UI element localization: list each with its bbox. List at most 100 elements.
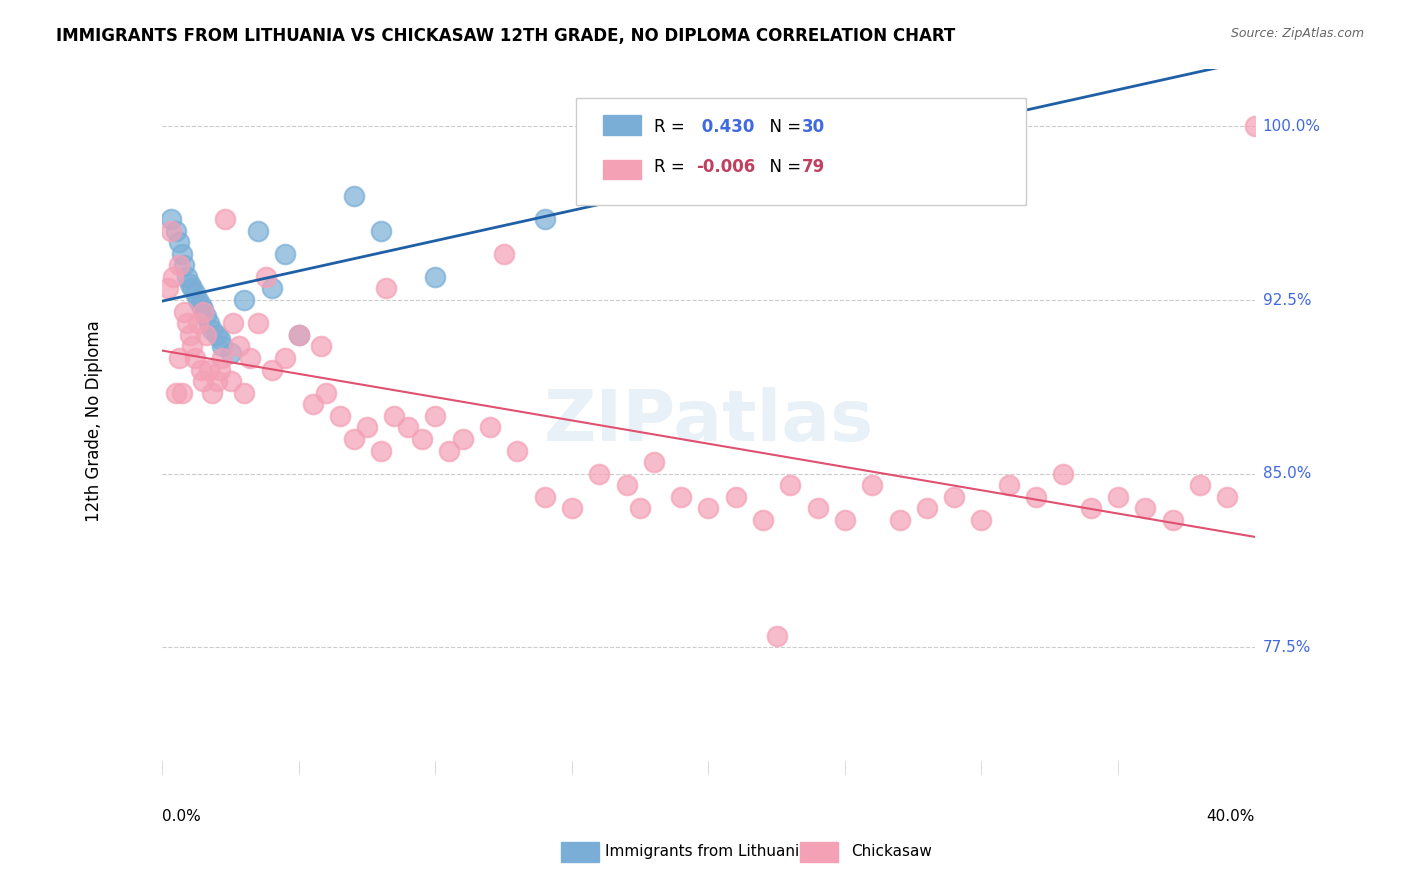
- Point: [375, 281, 398, 295]
- Point: [356, 420, 378, 434]
- Text: 77.5%: 77.5%: [1263, 640, 1310, 655]
- Point: [200, 385, 222, 400]
- Point: [765, 629, 787, 643]
- Point: [561, 501, 583, 516]
- Text: Chickasaw: Chickasaw: [851, 845, 932, 859]
- Point: [219, 346, 242, 360]
- Point: [246, 224, 269, 238]
- Point: [239, 351, 262, 365]
- Point: [193, 374, 215, 388]
- Point: [533, 212, 555, 227]
- Point: [162, 269, 184, 284]
- Text: 30: 30: [801, 118, 824, 136]
- Point: [198, 316, 221, 330]
- Point: [170, 385, 193, 400]
- Point: [179, 327, 201, 342]
- Point: [233, 293, 256, 307]
- Point: [211, 339, 233, 353]
- Point: [187, 316, 209, 330]
- Point: [288, 327, 311, 342]
- Point: [807, 501, 830, 516]
- Point: [479, 420, 502, 434]
- Point: [184, 286, 207, 301]
- Point: [425, 409, 447, 423]
- Text: 12th Grade, No Diploma: 12th Grade, No Diploma: [86, 321, 103, 523]
- Text: Immigrants from Lithuania: Immigrants from Lithuania: [605, 845, 808, 859]
- Point: [1161, 513, 1184, 527]
- Point: [274, 351, 297, 365]
- Point: [156, 281, 179, 295]
- Text: R =: R =: [654, 158, 690, 176]
- Point: [1135, 501, 1157, 516]
- Text: 85.0%: 85.0%: [1263, 467, 1310, 481]
- Point: [1025, 490, 1047, 504]
- Point: [208, 362, 231, 376]
- Point: [254, 269, 277, 284]
- Point: [190, 362, 212, 376]
- Point: [301, 397, 323, 411]
- Point: [159, 224, 181, 238]
- Point: [889, 120, 911, 134]
- Point: [200, 323, 222, 337]
- Point: [274, 246, 297, 260]
- Text: 40.0%: 40.0%: [1206, 809, 1254, 824]
- Text: 92.5%: 92.5%: [1263, 293, 1312, 308]
- Text: ZIPatlas: ZIPatlas: [543, 387, 873, 456]
- Point: [260, 362, 283, 376]
- Point: [451, 432, 474, 446]
- Point: [246, 316, 269, 330]
- Text: 79: 79: [801, 158, 825, 176]
- Text: 100.0%: 100.0%: [1263, 119, 1320, 134]
- Text: IMMIGRANTS FROM LITHUANIA VS CHICKASAW 12TH GRADE, NO DIPLOMA CORRELATION CHART: IMMIGRANTS FROM LITHUANIA VS CHICKASAW 1…: [56, 27, 956, 45]
- Point: [315, 385, 337, 400]
- Point: [205, 327, 228, 342]
- Point: [167, 351, 190, 365]
- Text: 0.0%: 0.0%: [163, 809, 201, 824]
- Point: [616, 478, 638, 492]
- Point: [167, 235, 190, 249]
- Text: Source: ZipAtlas.com: Source: ZipAtlas.com: [1230, 27, 1364, 40]
- Point: [198, 362, 221, 376]
- Point: [943, 490, 966, 504]
- Point: [752, 513, 775, 527]
- Point: [165, 224, 187, 238]
- Point: [173, 258, 195, 272]
- Point: [309, 339, 332, 353]
- Point: [205, 374, 228, 388]
- Point: [1188, 478, 1211, 492]
- Point: [370, 224, 392, 238]
- Text: 0.430: 0.430: [696, 118, 755, 136]
- Point: [228, 339, 250, 353]
- Point: [170, 246, 193, 260]
- Text: R =: R =: [654, 118, 690, 136]
- Point: [195, 327, 218, 342]
- Point: [997, 478, 1019, 492]
- Point: [411, 432, 433, 446]
- Point: [190, 298, 212, 312]
- Point: [425, 269, 447, 284]
- Point: [176, 269, 198, 284]
- Text: N =: N =: [759, 158, 807, 176]
- Point: [187, 293, 209, 307]
- Point: [915, 501, 938, 516]
- Point: [219, 374, 242, 388]
- Point: [860, 478, 883, 492]
- Point: [179, 277, 201, 291]
- Point: [889, 513, 911, 527]
- Point: [208, 333, 231, 347]
- Point: [195, 310, 218, 324]
- Point: [588, 467, 610, 481]
- Point: [184, 351, 207, 365]
- Point: [211, 351, 233, 365]
- Point: [342, 189, 364, 203]
- Point: [506, 443, 529, 458]
- Point: [492, 246, 515, 260]
- Point: [214, 212, 236, 227]
- Point: [288, 327, 311, 342]
- Point: [342, 432, 364, 446]
- Point: [669, 490, 692, 504]
- Point: [384, 409, 406, 423]
- Point: [370, 443, 392, 458]
- Point: [173, 304, 195, 318]
- Point: [167, 258, 190, 272]
